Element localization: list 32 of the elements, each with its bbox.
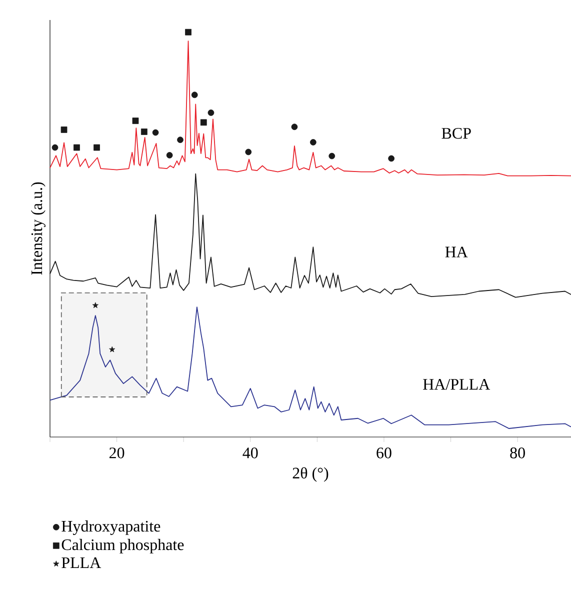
point	[200, 119, 207, 126]
point	[74, 144, 80, 151]
point	[92, 302, 98, 308]
annotation: BCP	[442, 128, 471, 139]
legend-label: PLLA	[62, 557, 102, 568]
annotation: HA/PLLA	[423, 379, 490, 390]
x-axis-title: 2θ (°)	[292, 467, 328, 482]
point	[132, 118, 139, 124]
legend-label: Calcium phosphate	[62, 538, 184, 554]
point	[166, 152, 173, 158]
point	[177, 136, 184, 144]
x-tick-label: 80	[510, 448, 525, 458]
point	[152, 129, 159, 136]
point	[52, 144, 58, 151]
point	[140, 128, 148, 135]
point	[328, 152, 336, 160]
point	[310, 139, 316, 146]
point	[388, 155, 395, 162]
point	[291, 124, 298, 130]
annotation: HA	[445, 246, 468, 258]
legend-label: Hydroxyapatite	[62, 520, 160, 535]
point	[245, 148, 252, 156]
point	[185, 28, 192, 36]
point	[94, 144, 100, 151]
point	[60, 126, 68, 133]
y-axis-title: Intensity (a.u.)	[30, 182, 46, 275]
x-tick-label: 60	[376, 448, 392, 458]
point	[208, 110, 214, 116]
point	[191, 92, 198, 98]
x-tick-label: 20	[109, 448, 124, 458]
x-tick-label: 40	[242, 448, 258, 458]
point	[109, 346, 116, 352]
